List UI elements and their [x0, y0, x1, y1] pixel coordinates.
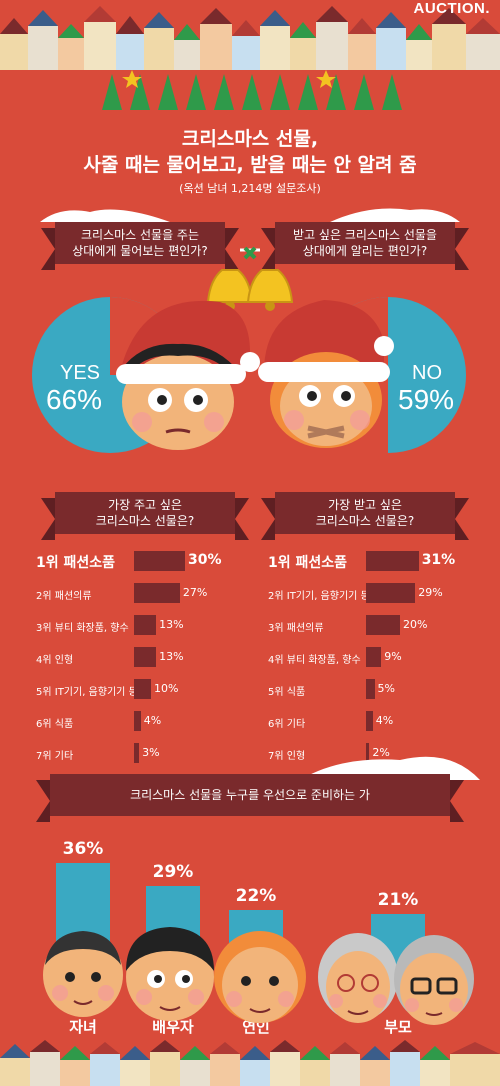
who-label: 자녀: [69, 1018, 97, 1036]
rank-bar: [366, 743, 370, 763]
who-label: 배우자: [152, 1018, 194, 1036]
rank-bar: [134, 711, 141, 731]
rank-bar: [134, 615, 157, 635]
rank-percent: 20%: [403, 618, 428, 631]
christmas-trees-decoration: [102, 70, 402, 110]
rank-label: 1위 패션소품: [36, 555, 116, 571]
rank-bar: [134, 743, 140, 763]
rank-label: 6위 식품: [36, 719, 74, 730]
star-icon: [122, 70, 142, 88]
yes-answer: YES: [60, 362, 101, 384]
rank-label: 2위 IT기기, 음향기기 등: [268, 591, 370, 602]
rank-percent: 2%: [372, 746, 390, 759]
grandmother-face: [318, 933, 398, 1023]
rank-percent: 29%: [418, 586, 443, 599]
rank-bar: [134, 647, 157, 667]
rank-bar: [134, 551, 185, 571]
give-title-line2: 크리스마스 선물은?: [95, 514, 195, 528]
headline-line2: 사줄 때는 물어보고, 받을 때는 안 알려 줌: [83, 154, 417, 176]
question1-ribbon: 크리스마스 선물을 주는 상대에게 물어보는 편인가?: [41, 222, 239, 270]
headline-line1: 크리스마스 선물,: [181, 128, 319, 150]
question2-line1: 받고 싶은 크리스마스 선물을: [293, 228, 437, 242]
bells-icon: [206, 246, 294, 311]
village-bottom-illustration: [0, 1040, 500, 1086]
who-label: 부모: [384, 1018, 412, 1036]
rank-label: 2위 패션의류: [36, 591, 92, 602]
rank-percent: 27%: [182, 586, 208, 599]
question2-line2: 상대에게 알리는 편인가?: [302, 244, 428, 258]
family-faces-illustration: [43, 927, 474, 1025]
rank-bar: [134, 583, 180, 603]
who-percent: 22%: [235, 886, 277, 907]
rank-label: 4위 뷰티 화장품, 향수: [268, 655, 361, 666]
rank-percent: 13%: [159, 650, 184, 663]
who-title-ribbon: 크리스마스 선물을 누구를 우선으로 준비하는 가: [36, 774, 464, 822]
rank-percent: 13%: [159, 618, 184, 631]
rank-label: 5위 IT기기, 음향기기 등: [36, 687, 138, 698]
question1-line2: 상대에게 물어보는 편인가?: [72, 244, 208, 258]
rank-percent: 4%: [375, 714, 394, 727]
question1-line1: 크리스마스 선물을 주는: [80, 228, 200, 242]
rank-label: 6위 기타: [268, 719, 306, 730]
rank-label: 7위 인형: [268, 751, 306, 762]
no-percent: 59%: [398, 384, 455, 415]
rank-percent: 30%: [188, 552, 222, 568]
rank-bar: [366, 583, 416, 603]
boy-with-santa-hat-illustration: [116, 300, 260, 450]
grandfather-face: [394, 935, 474, 1025]
rank-bar: [366, 615, 400, 635]
yes-percent: 66%: [46, 384, 103, 415]
no-answer: NO: [412, 362, 442, 384]
rank-label: 7위 기타: [36, 751, 74, 762]
rank-label: 3위 패션의류: [268, 623, 324, 634]
rank-label: 1위 패션소품: [268, 555, 348, 571]
rank-percent: 4%: [143, 714, 162, 727]
rank-bar: [134, 679, 151, 699]
rank-bar: [366, 679, 375, 699]
rank-label: 3위 뷰티 화장품, 향수: [36, 623, 129, 634]
rank-bar: [366, 551, 419, 571]
rank-percent: 10%: [154, 682, 179, 695]
who-percent: 36%: [62, 838, 104, 859]
snow-decoration: [40, 209, 170, 222]
rank-percent: 31%: [421, 552, 456, 568]
village-top-illustration: [0, 0, 500, 70]
rank-bar: [366, 647, 382, 667]
question2-ribbon: 받고 싶은 크리스마스 선물을 상대에게 알리는 편인가?: [261, 222, 469, 270]
receive-title-line2: 크리스마스 선물은?: [315, 514, 415, 528]
lover-face: [214, 931, 306, 1023]
receive-title-line1: 가장 받고 싶은: [328, 498, 402, 512]
give-title-ribbon: 가장 주고 싶은 크리스마스 선물은?: [41, 492, 249, 540]
who-percent: 29%: [152, 862, 194, 883]
receive-title-ribbon: 가장 받고 싶은 크리스마스 선물은?: [261, 492, 469, 540]
rank-percent: 9%: [384, 650, 402, 663]
brand-logo: AUCTION.: [413, 0, 490, 17]
snow-decoration: [330, 208, 460, 222]
give-title-line1: 가장 주고 싶은: [108, 498, 182, 512]
who-percent: 21%: [377, 889, 419, 910]
rank-label: 5위 식품: [268, 687, 306, 698]
rank-label: 4위 인형: [36, 655, 74, 666]
girl-with-santa-hat-illustration: [258, 300, 394, 448]
who-title: 크리스마스 선물을 누구를 우선으로 준비하는 가: [130, 788, 370, 802]
rank-bar: [366, 711, 373, 731]
spouse-face: [126, 927, 214, 1021]
rank-percent: 5%: [377, 682, 395, 695]
star-icon: [316, 70, 336, 88]
rank-percent: 3%: [142, 746, 160, 759]
survey-source: (옥션 남녀 1,214명 설문조사): [179, 182, 321, 195]
child-face: [43, 931, 123, 1017]
